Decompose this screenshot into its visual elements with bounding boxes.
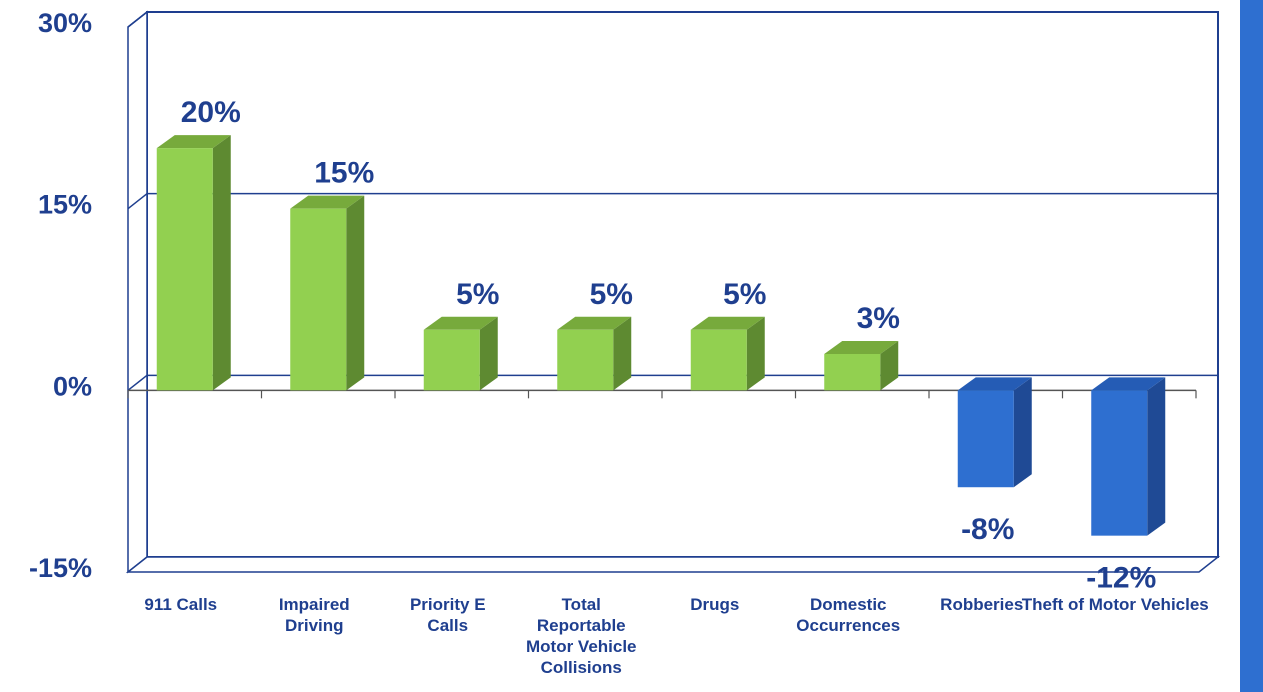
category-label: Theft of Motor Vehicles (1022, 595, 1209, 614)
bar-side (346, 195, 365, 391)
bar-top (423, 316, 498, 330)
category-label: 911 Calls (144, 595, 217, 614)
category-label: Driving (285, 616, 344, 635)
y-tick-label: 15% (38, 190, 92, 220)
side-accent-strip (1240, 0, 1263, 692)
category-label: Drugs (690, 595, 739, 614)
bar-side (212, 135, 231, 391)
bar (1091, 390, 1148, 536)
data-label: 3% (857, 302, 900, 335)
data-label: 5% (723, 278, 766, 311)
data-label: 5% (456, 278, 499, 311)
gridline-side (127, 374, 148, 391)
data-label: -8% (961, 513, 1014, 546)
y-tick-label: -15% (29, 553, 92, 583)
bar-side (613, 316, 632, 391)
category-label: Robberies (940, 595, 1023, 614)
category-label: Impaired (279, 595, 350, 614)
bar-side (880, 341, 899, 391)
data-label: 20% (181, 96, 241, 129)
category-label: Total (562, 595, 601, 614)
category-label: Motor Vehicle (526, 637, 637, 656)
data-label: -12% (1086, 562, 1156, 595)
bar-side (1147, 377, 1166, 536)
category-label: Occurrences (796, 616, 900, 635)
y-tick-label: 30% (38, 8, 92, 38)
bar-top (1091, 377, 1166, 391)
bar-top (290, 195, 365, 209)
category-label: Collisions (541, 658, 622, 677)
bar (957, 390, 1014, 488)
chart-floor (125, 556, 1221, 573)
category-label: Calls (427, 616, 468, 635)
chart-side-wall (127, 10, 148, 574)
bar-side (479, 316, 498, 391)
bar-side (746, 316, 765, 391)
bar (557, 329, 614, 391)
bar-side (1013, 377, 1032, 488)
gridline-side (127, 11, 148, 28)
bar (423, 329, 480, 391)
data-label: 15% (314, 157, 374, 190)
data-label: 5% (590, 278, 633, 311)
bar-top (690, 316, 765, 330)
bar (690, 329, 747, 391)
y-tick-label: 0% (53, 371, 92, 401)
category-label: Reportable (537, 616, 626, 635)
bar-top (824, 341, 899, 354)
gridline-side (127, 193, 148, 210)
bar-top (957, 377, 1032, 391)
category-label: Domestic (810, 595, 887, 614)
bar (824, 354, 881, 391)
bar (290, 208, 347, 391)
bar-top (156, 135, 231, 149)
bar (156, 148, 213, 391)
bar-top (557, 316, 632, 330)
category-label: Priority E (410, 595, 486, 614)
